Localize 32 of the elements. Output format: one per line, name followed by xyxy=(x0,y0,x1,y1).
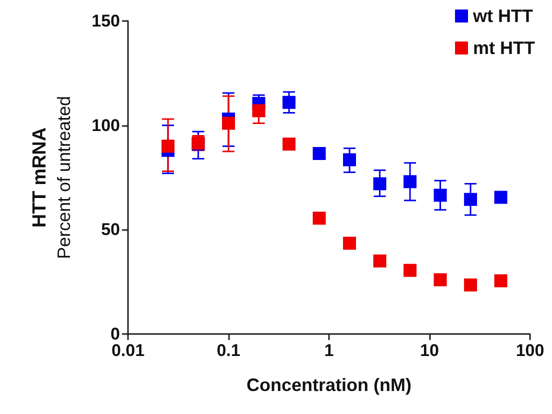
y-tick-label: 50 xyxy=(101,220,120,240)
point xyxy=(404,175,417,188)
x-tick-label: 10 xyxy=(420,341,439,360)
point xyxy=(404,264,417,277)
x-tick-label: 0.01 xyxy=(111,341,145,360)
point xyxy=(312,212,326,225)
point xyxy=(312,147,326,160)
x-tick-label: 100 xyxy=(516,341,544,360)
point xyxy=(252,104,266,118)
point xyxy=(282,96,296,109)
point xyxy=(373,254,386,268)
y-tick-label: 0 xyxy=(110,324,120,344)
point xyxy=(343,236,356,250)
point xyxy=(161,140,174,153)
x-tick-label: 1 xyxy=(324,341,334,360)
point xyxy=(434,273,447,286)
y-tick-label: 100 xyxy=(92,116,120,135)
point xyxy=(464,278,478,292)
point xyxy=(494,190,508,204)
legend-label: mt HTT xyxy=(473,38,536,58)
point xyxy=(464,192,478,206)
point xyxy=(222,116,235,130)
x-tick-label: 0.1 xyxy=(216,341,240,360)
point xyxy=(373,177,386,190)
x-axis-title: Concentration (nM) xyxy=(246,375,412,395)
point xyxy=(434,188,447,202)
point xyxy=(282,138,296,151)
point xyxy=(494,274,508,288)
y-axis-title: HTT mRNA Percent of untreated xyxy=(30,96,74,260)
point xyxy=(343,153,356,166)
legend-label: wt HTT xyxy=(472,6,534,26)
y-tick-label: 150 xyxy=(92,12,120,30)
